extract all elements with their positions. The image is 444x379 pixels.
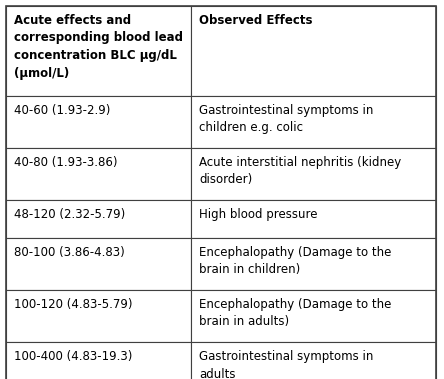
Text: Encephalopathy (Damage to the
brain in adults): Encephalopathy (Damage to the brain in a… — [199, 298, 391, 329]
Bar — [191, 200, 436, 238]
Text: Encephalopathy (Damage to the
brain in children): Encephalopathy (Damage to the brain in c… — [199, 246, 391, 277]
Bar — [6, 200, 191, 238]
Text: Gastrointestinal symptoms in
children e.g. colic: Gastrointestinal symptoms in children e.… — [199, 104, 373, 135]
Text: High blood pressure: High blood pressure — [199, 208, 317, 221]
Bar — [6, 148, 191, 200]
Text: Observed Effects: Observed Effects — [199, 14, 313, 27]
Bar — [191, 96, 436, 148]
Bar — [191, 290, 436, 342]
Bar — [191, 6, 436, 96]
Text: 80-100 (3.86-4.83): 80-100 (3.86-4.83) — [14, 246, 125, 259]
Text: 100-120 (4.83-5.79): 100-120 (4.83-5.79) — [14, 298, 132, 311]
Text: Acute interstitial nephritis (kidney
disorder): Acute interstitial nephritis (kidney dis… — [199, 156, 401, 186]
Bar — [6, 96, 191, 148]
Text: 40-80 (1.93-3.86): 40-80 (1.93-3.86) — [14, 156, 118, 169]
Bar — [6, 238, 191, 290]
Text: 100-400 (4.83-19.3): 100-400 (4.83-19.3) — [14, 350, 132, 363]
Text: Acute effects and
corresponding blood lead
concentration BLC μg/dL
(μmol/L): Acute effects and corresponding blood le… — [14, 14, 183, 80]
Bar — [6, 6, 191, 96]
Bar — [191, 238, 436, 290]
Bar — [6, 342, 191, 379]
Bar — [191, 148, 436, 200]
Text: 40-60 (1.93-2.9): 40-60 (1.93-2.9) — [14, 104, 111, 117]
Bar — [6, 290, 191, 342]
Text: Gastrointestinal symptoms in
adults: Gastrointestinal symptoms in adults — [199, 350, 373, 379]
Bar — [191, 342, 436, 379]
Text: 48-120 (2.32-5.79): 48-120 (2.32-5.79) — [14, 208, 125, 221]
